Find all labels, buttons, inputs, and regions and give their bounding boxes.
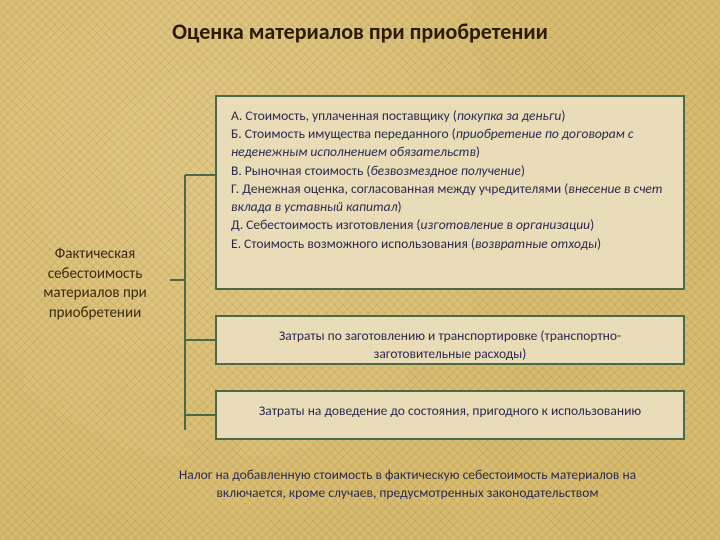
box-line: А. Стоимость, уплаченная поставщику (пок…: [231, 107, 669, 125]
line-tail: ): [590, 216, 594, 233]
box-line: Б. Стоимость имущества переданного (прио…: [231, 125, 669, 161]
line-plain: А. Стоимость, уплаченная поставщику (: [231, 107, 457, 124]
left-concept-label: Фактическая себестоимость материалов при…: [20, 245, 170, 323]
content-box-1: Затраты по заготовлению и транспортировк…: [215, 315, 685, 365]
line-tail: ): [597, 235, 601, 252]
line-tail: ): [398, 198, 402, 215]
line-plain: В. Рыночная стоимость (: [231, 162, 370, 179]
line-emphasis: безвозмездное получение: [370, 162, 520, 179]
box-line: Е. Стоимость возможного использования (в…: [231, 235, 669, 253]
line-plain: Е. Стоимость возможного использования (: [231, 235, 475, 252]
line-emphasis: покупка за деньги: [457, 107, 562, 124]
slide-title: Оценка материалов при приобретении: [0, 18, 720, 45]
line-tail: ): [476, 143, 480, 160]
box-line: В. Рыночная стоимость (безвозмездное пол…: [231, 162, 669, 180]
line-emphasis: изготовление в организации: [421, 216, 591, 233]
box-line: Г. Денежная оценка, согласованная между …: [231, 180, 669, 216]
content-box-2: Затраты на доведение до состояния, приго…: [215, 390, 685, 440]
line-plain: Д. Себестоимость изготовления (: [231, 216, 421, 233]
line-tail: ): [521, 162, 525, 179]
line-tail: ): [561, 107, 565, 124]
line-plain: Б. Стоимость имущества переданного (: [231, 125, 456, 142]
content-box-0: А. Стоимость, уплаченная поставщику (пок…: [215, 95, 685, 290]
line-emphasis: возвратные отходы: [475, 235, 597, 252]
line-plain: Г. Денежная оценка, согласованная между …: [231, 180, 568, 197]
footnote-text: Налог на добавленную стоимость в фактиче…: [130, 460, 685, 508]
box-line: Д. Себестоимость изготовления (изготовле…: [231, 216, 669, 234]
